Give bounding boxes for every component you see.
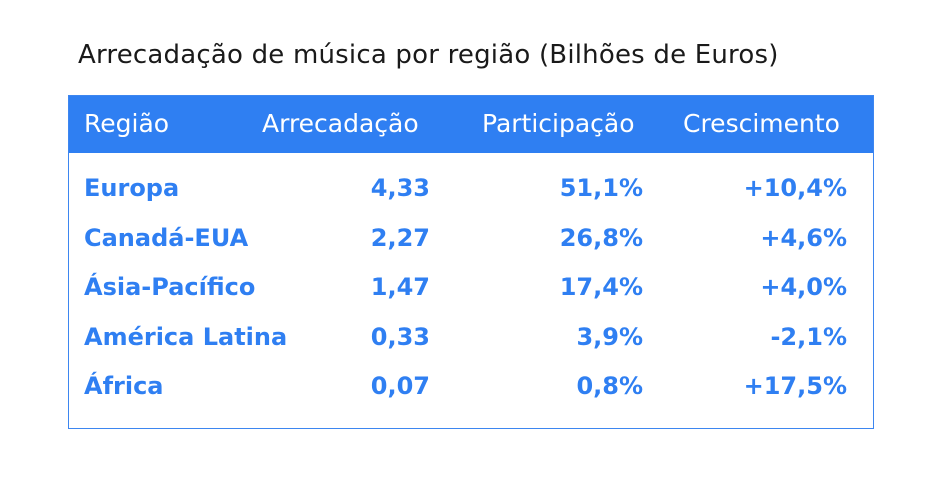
table-cell-share: 51,1% bbox=[559, 174, 643, 202]
table-header: Região Arrecadação Participação Crescime… bbox=[69, 96, 873, 153]
table-cell-growth: +10,4% bbox=[743, 174, 847, 202]
table-cell-share: 26,8% bbox=[559, 224, 643, 252]
table-cell-revenue: 4,33 bbox=[370, 174, 430, 202]
table-cell-region: Ásia-Pacífico bbox=[84, 273, 256, 301]
header-cell-revenue: Arrecadação bbox=[262, 109, 419, 138]
table-cell-growth: +4,0% bbox=[760, 273, 847, 301]
table-cell-growth: +4,6% bbox=[760, 224, 847, 252]
header-cell-share: Participação bbox=[482, 109, 635, 138]
table-cell-revenue: 0,33 bbox=[370, 323, 430, 351]
table-cell-revenue: 2,27 bbox=[370, 224, 430, 252]
header-cell-growth: Crescimento bbox=[683, 109, 840, 138]
table-cell-region: África bbox=[84, 372, 164, 400]
table-cell-growth: +17,5% bbox=[743, 372, 847, 400]
table-cell-growth: -2,1% bbox=[770, 323, 847, 351]
table-cell-share: 3,9% bbox=[576, 323, 643, 351]
header-cell-region: Região bbox=[84, 109, 170, 138]
chart-title: Arrecadação de música por região (Bilhõe… bbox=[78, 40, 779, 70]
table-cell-share: 17,4% bbox=[559, 273, 643, 301]
table-cell-region: Europa bbox=[84, 174, 180, 202]
table-cell-share: 0,8% bbox=[576, 372, 643, 400]
table-cell-revenue: 0,07 bbox=[370, 372, 430, 400]
table-cell-region: América Latina bbox=[84, 323, 288, 351]
table-cell-revenue: 1,47 bbox=[370, 273, 430, 301]
table-cell-region: Canadá-EUA bbox=[84, 224, 249, 252]
data-table: Região Arrecadação Participação Crescime… bbox=[68, 95, 874, 429]
